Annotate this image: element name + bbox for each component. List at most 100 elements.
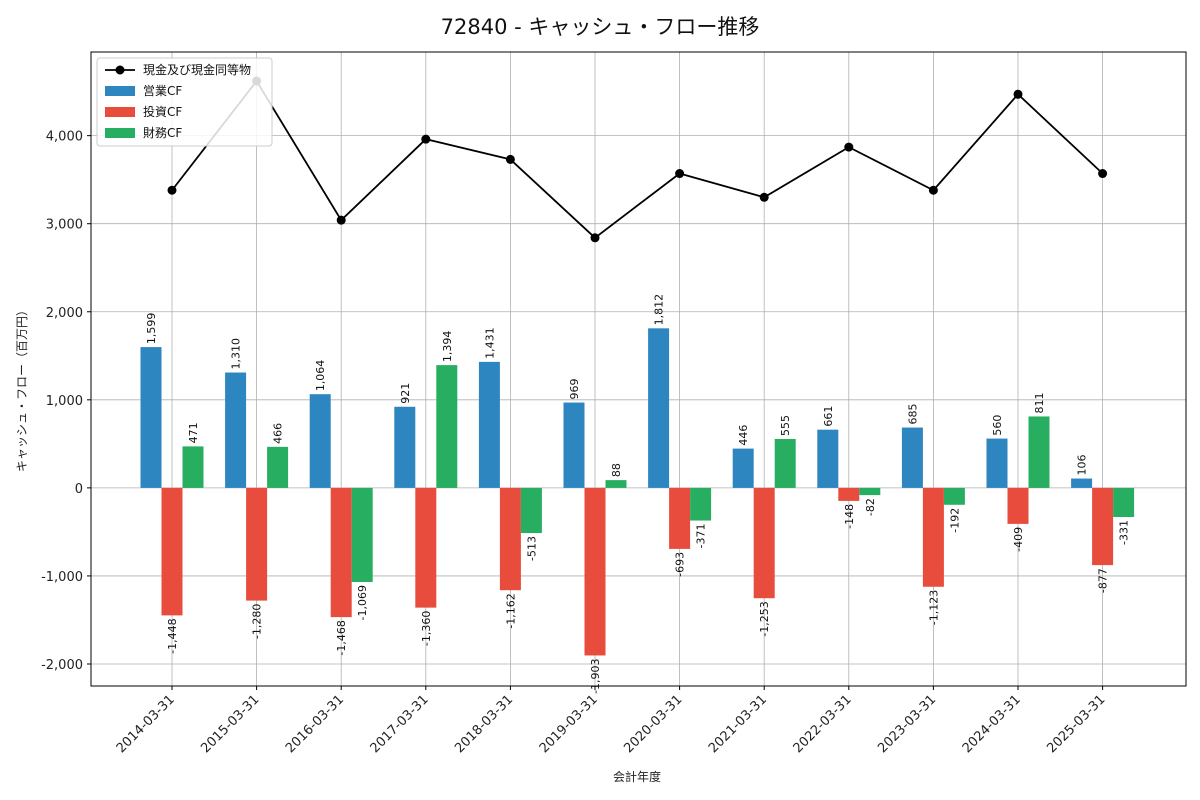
x-tick-label: 2018-03-31	[452, 692, 516, 756]
y-tick-label: -2,000	[41, 658, 83, 673]
x-tick-label: 2024-03-31	[960, 692, 1024, 756]
bar-1	[584, 487, 606, 656]
bar-0	[563, 402, 585, 488]
bar-2	[267, 446, 289, 488]
cash-point	[928, 185, 938, 195]
chart-title: 72840 - キャッシュ・フロー推移	[441, 15, 760, 39]
bar-value-label: 969	[568, 379, 581, 400]
bar-0	[986, 438, 1008, 488]
y-tick-label: 4,000	[46, 130, 83, 145]
bar-2	[690, 487, 712, 521]
bar-value-label: 471	[187, 422, 200, 443]
cash-point	[505, 154, 515, 164]
y-tick-label: 2,000	[46, 306, 83, 321]
bar-1	[1092, 487, 1114, 566]
legend-label: 営業CF	[143, 84, 182, 98]
bar-2	[182, 446, 204, 488]
bar-value-label: 1,310	[230, 338, 243, 370]
bar-2	[605, 480, 627, 488]
bar-value-label: -1,448	[166, 618, 179, 653]
cash-point	[590, 233, 600, 243]
bar-value-label: -148	[843, 504, 856, 529]
legend-label: 現金及び現金同等物	[143, 62, 251, 77]
bar-value-label: 685	[906, 404, 919, 425]
bar-value-label: 1,064	[314, 360, 327, 392]
cash-point	[1013, 89, 1023, 99]
bar-1	[838, 487, 860, 501]
cash-point	[336, 215, 346, 225]
legend-label: 財務CF	[143, 125, 182, 140]
bar-0	[394, 406, 416, 488]
bar-value-label: 1,599	[145, 313, 158, 345]
bar-1	[330, 487, 352, 618]
bar-2	[351, 487, 373, 583]
bar-0	[648, 328, 670, 488]
bar-0	[140, 347, 162, 488]
x-axis-label: 会計年度	[613, 769, 661, 784]
bar-value-label: -1,903	[589, 658, 602, 693]
cash-point	[1098, 169, 1108, 179]
cash-point	[421, 134, 431, 144]
bar-value-label: 1,812	[653, 294, 666, 326]
legend-swatch	[105, 128, 135, 138]
bar-value-label: -1,162	[504, 593, 517, 628]
y-tick-label: 0	[75, 482, 83, 497]
bar-value-label: -513	[525, 536, 538, 561]
bar-1	[415, 487, 437, 608]
bar-value-label: -331	[1118, 520, 1131, 545]
bar-1	[1007, 487, 1029, 524]
x-tick-label: 2019-03-31	[537, 692, 601, 756]
cash-point	[675, 169, 685, 179]
cash-point	[844, 142, 854, 152]
bar-0	[901, 427, 923, 488]
legend-label: 投資CF	[143, 104, 182, 119]
x-tick-label: 2021-03-31	[706, 692, 770, 756]
bar-value-label: -877	[1097, 568, 1110, 593]
plot-frame	[90, 51, 1187, 687]
bar-0	[225, 372, 247, 488]
bar-0	[309, 394, 331, 488]
bar-value-label: -82	[864, 498, 877, 516]
bar-2	[520, 487, 542, 534]
bar-value-label: -192	[948, 508, 961, 533]
bar-2	[436, 365, 458, 488]
plot-area: -2,000 -1,000 0 1,000 2,000 3,000 4,000 2014-03…	[41, 51, 1187, 756]
cash-line	[171, 79, 1104, 239]
bar-value-label: 88	[610, 463, 623, 477]
bar-value-label: -1,360	[420, 611, 433, 646]
bar-value-label: -371	[695, 524, 708, 549]
x-tick-label: 2025-03-31	[1044, 692, 1108, 756]
x-tick-label: 2016-03-31	[283, 692, 347, 756]
bar-value-label: 1,394	[441, 331, 454, 363]
legend-swatch	[105, 86, 135, 96]
bar-value-label: 466	[272, 423, 285, 444]
cash-point	[759, 192, 769, 202]
x-tick-label: 2014-03-31	[114, 692, 178, 756]
bar-2	[1113, 487, 1135, 518]
y-axis-label: キャッシュ・フロー（百万円）	[15, 304, 29, 472]
bar-value-label: 555	[779, 415, 792, 436]
cash-point	[167, 185, 177, 195]
bar-1	[922, 487, 944, 587]
bar-value-label: 811	[1033, 392, 1046, 413]
bar-0	[478, 361, 500, 488]
x-tick-label: 2020-03-31	[621, 692, 685, 756]
bar-value-label: -1,123	[927, 590, 940, 625]
bar-0	[732, 448, 754, 488]
bar-2	[943, 487, 965, 505]
legend-swatch	[105, 107, 135, 117]
bar-value-label: -1,069	[356, 585, 369, 620]
x-tick-label: 2022-03-31	[791, 692, 855, 756]
bar-2	[774, 439, 796, 488]
bar-1	[499, 487, 521, 591]
x-tick-label: 2017-03-31	[368, 692, 432, 756]
bar-value-label: -693	[674, 552, 687, 577]
x-tick-label: 2015-03-31	[198, 692, 262, 756]
bar-value-label: -1,253	[758, 601, 771, 636]
bar-0	[1071, 478, 1093, 488]
bar-1	[246, 487, 268, 601]
legend-marker	[115, 65, 125, 75]
bar-1	[753, 487, 775, 599]
